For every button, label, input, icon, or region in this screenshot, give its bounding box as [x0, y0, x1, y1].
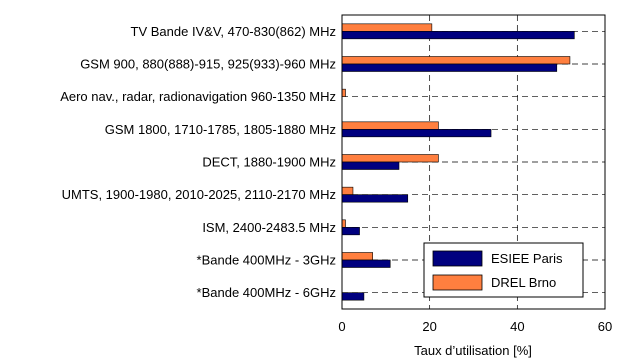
bar-drel-brno — [341, 88, 346, 97]
legend-swatch-drel — [432, 274, 483, 291]
bar-drel-brno — [341, 56, 571, 65]
x-tick-label: 60 — [598, 319, 612, 334]
plot-area — [341, 14, 606, 310]
x-tick-label: 40 — [510, 319, 524, 334]
y-tick-label: Aero nav., radar, radionavigation 960-13… — [60, 89, 336, 104]
bar-esiee-paris — [341, 31, 575, 40]
x-tick-label: 20 — [422, 319, 436, 334]
legend-label-drel: DREL Brno — [491, 275, 556, 290]
bar-drel-brno — [341, 23, 433, 32]
y-tick-labels: TV Bande IV&V, 470-830(862) MHz GSM 900, … — [60, 24, 336, 300]
x-tick-labels: 0 20 40 60 — [338, 319, 612, 334]
bar-drel-brno — [341, 186, 354, 195]
x-axis-label: Taux d’utilisation [%] — [414, 343, 532, 358]
bar-esiee-paris — [341, 259, 391, 268]
bar-drel-brno — [341, 252, 373, 261]
y-tick-label: DECT, 1880-1900 MHz — [202, 155, 336, 170]
y-tick-label: UMTS, 1900-1980, 2010-2025, 2110-2170 MH… — [62, 187, 336, 202]
bar-esiee-paris — [341, 227, 360, 236]
bar-esiee-paris — [341, 63, 558, 72]
legend-swatch-esiee — [432, 250, 483, 267]
bars — [341, 23, 575, 301]
legend-label-esiee: ESIEE Paris — [491, 251, 563, 266]
bar-esiee-paris — [341, 129, 492, 138]
x-tick-label: 0 — [338, 319, 345, 334]
bar-drel-brno — [341, 219, 346, 228]
y-tick-label: *Bande 400MHz - 6GHz — [197, 285, 336, 300]
bar-esiee-paris — [341, 161, 400, 170]
y-tick-label: ISM, 2400-2483.5 MHz — [202, 220, 336, 235]
bar-esiee-paris — [341, 194, 409, 203]
y-tick-label: GSM 1800, 1710-1785, 1805-1880 MHz — [105, 122, 336, 137]
y-tick-label: GSM 900, 880(888)-915, 925(933)-960 MHz — [80, 57, 336, 72]
bar-esiee-paris — [341, 292, 365, 301]
bar-drel-brno — [341, 121, 439, 130]
y-tick-label: TV Bande IV&V, 470-830(862) MHz — [131, 24, 336, 39]
y-tick-label: *Bande 400MHz - 3GHz — [197, 253, 336, 268]
bar-drel-brno — [341, 154, 439, 163]
legend: ESIEE Paris DREL Brno — [423, 242, 584, 298]
